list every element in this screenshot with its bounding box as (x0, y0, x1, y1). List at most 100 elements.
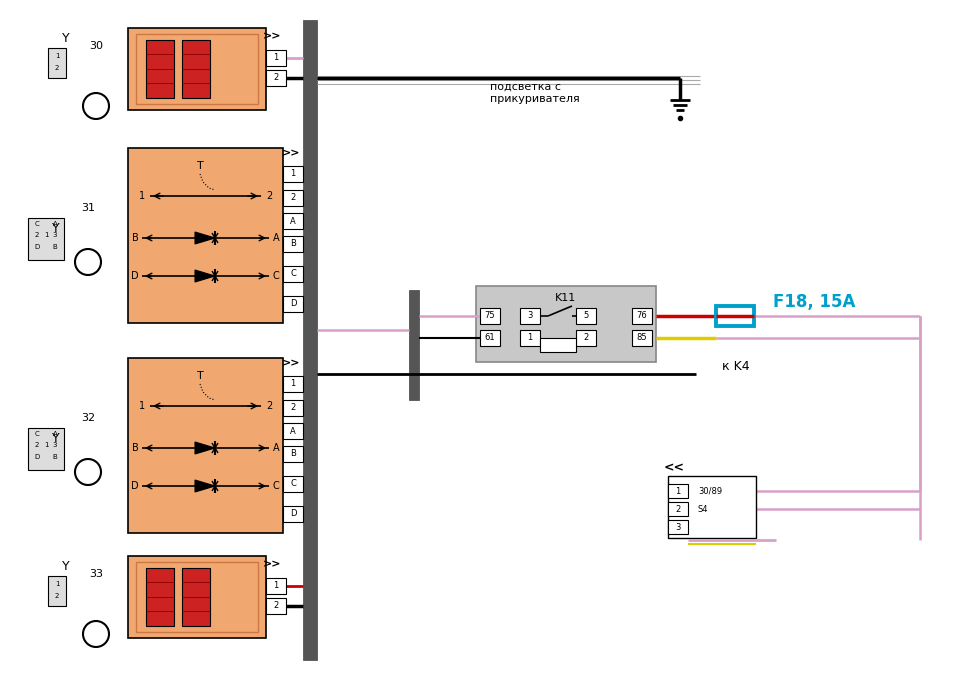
Bar (136, 562, 258, 632)
Bar (28, 218, 64, 260)
Text: 2: 2 (290, 194, 296, 203)
Text: C: C (35, 431, 39, 437)
Text: D: D (132, 271, 139, 281)
Bar (283, 423, 303, 439)
Bar (476, 286, 656, 362)
Text: 1: 1 (290, 169, 296, 178)
Bar (266, 578, 286, 594)
Bar (146, 40, 174, 98)
Bar (283, 506, 303, 522)
Text: 76: 76 (636, 311, 647, 320)
Text: B: B (290, 449, 296, 458)
Bar (520, 330, 540, 346)
Text: A: A (53, 221, 58, 227)
Text: 3: 3 (53, 442, 58, 448)
Bar (182, 40, 210, 98)
Bar (266, 50, 286, 66)
Text: 2: 2 (274, 73, 278, 82)
Text: 5: 5 (584, 311, 588, 320)
Text: F18, 15A: F18, 15A (773, 293, 855, 311)
Text: C: C (273, 481, 279, 491)
Bar (668, 484, 688, 498)
Text: Y: Y (62, 560, 70, 573)
Bar (409, 290, 419, 400)
Text: подсветка с
прикуривателя: подсветка с прикуривателя (490, 82, 580, 103)
Bar (540, 338, 576, 352)
Text: 2: 2 (266, 191, 272, 201)
Bar (480, 308, 500, 324)
Text: D: D (35, 454, 39, 460)
Text: 75: 75 (485, 311, 495, 320)
Text: 1: 1 (55, 53, 60, 59)
Text: 2: 2 (35, 232, 39, 238)
Text: 1: 1 (676, 486, 681, 496)
Text: T: T (197, 371, 204, 381)
Text: 1: 1 (139, 191, 145, 201)
Text: 1: 1 (274, 54, 278, 63)
Bar (576, 330, 596, 346)
Text: B: B (290, 239, 296, 248)
Text: 31: 31 (81, 203, 95, 213)
Bar (632, 308, 652, 324)
Text: D: D (35, 244, 39, 250)
Bar (48, 48, 66, 78)
Bar (128, 556, 266, 638)
Text: C: C (290, 479, 296, 488)
Text: T: T (197, 161, 204, 171)
Text: 1: 1 (527, 333, 533, 343)
Text: 2: 2 (55, 65, 60, 71)
Text: 85: 85 (636, 333, 647, 343)
Bar (283, 446, 303, 462)
Text: 2: 2 (274, 602, 278, 611)
Bar (128, 28, 266, 110)
Bar (576, 308, 596, 324)
Polygon shape (195, 270, 215, 282)
Bar (668, 520, 688, 534)
Bar (28, 428, 64, 470)
Text: 3: 3 (527, 311, 533, 320)
Bar (146, 568, 174, 626)
Polygon shape (195, 232, 215, 244)
Text: 2: 2 (584, 333, 588, 343)
Text: к K4: к K4 (722, 360, 750, 373)
Bar (128, 358, 283, 533)
Text: B: B (132, 443, 138, 453)
Bar (668, 476, 756, 538)
Bar (283, 213, 303, 229)
Bar (128, 148, 283, 323)
Text: >>: >> (263, 559, 281, 569)
Text: C: C (273, 271, 279, 281)
Bar (520, 308, 540, 324)
Text: A: A (290, 216, 296, 226)
Text: 2: 2 (55, 593, 60, 599)
Text: C: C (35, 221, 39, 227)
Text: 61: 61 (485, 333, 495, 343)
Text: 2: 2 (35, 442, 39, 448)
Text: 1: 1 (44, 442, 48, 448)
Bar (182, 568, 210, 626)
Bar (283, 376, 303, 392)
Text: 30: 30 (89, 41, 103, 51)
Text: Y: Y (62, 31, 70, 44)
Text: 3: 3 (53, 232, 58, 238)
Bar (266, 70, 286, 86)
Text: D: D (132, 481, 139, 491)
Bar (632, 330, 652, 346)
Bar (283, 190, 303, 206)
Bar (283, 166, 303, 182)
Text: Y: Y (52, 222, 60, 235)
Text: S4: S4 (698, 505, 708, 513)
Text: A: A (290, 426, 296, 435)
Bar (283, 266, 303, 282)
Text: 30/89: 30/89 (698, 486, 722, 496)
Text: >>: >> (281, 358, 300, 368)
Bar (668, 502, 688, 516)
Bar (283, 476, 303, 492)
Bar (303, 20, 317, 660)
Polygon shape (195, 442, 215, 454)
Text: 1: 1 (44, 232, 48, 238)
Bar (716, 306, 754, 326)
Text: C: C (290, 269, 296, 279)
Polygon shape (195, 480, 215, 492)
Text: A: A (273, 233, 279, 243)
